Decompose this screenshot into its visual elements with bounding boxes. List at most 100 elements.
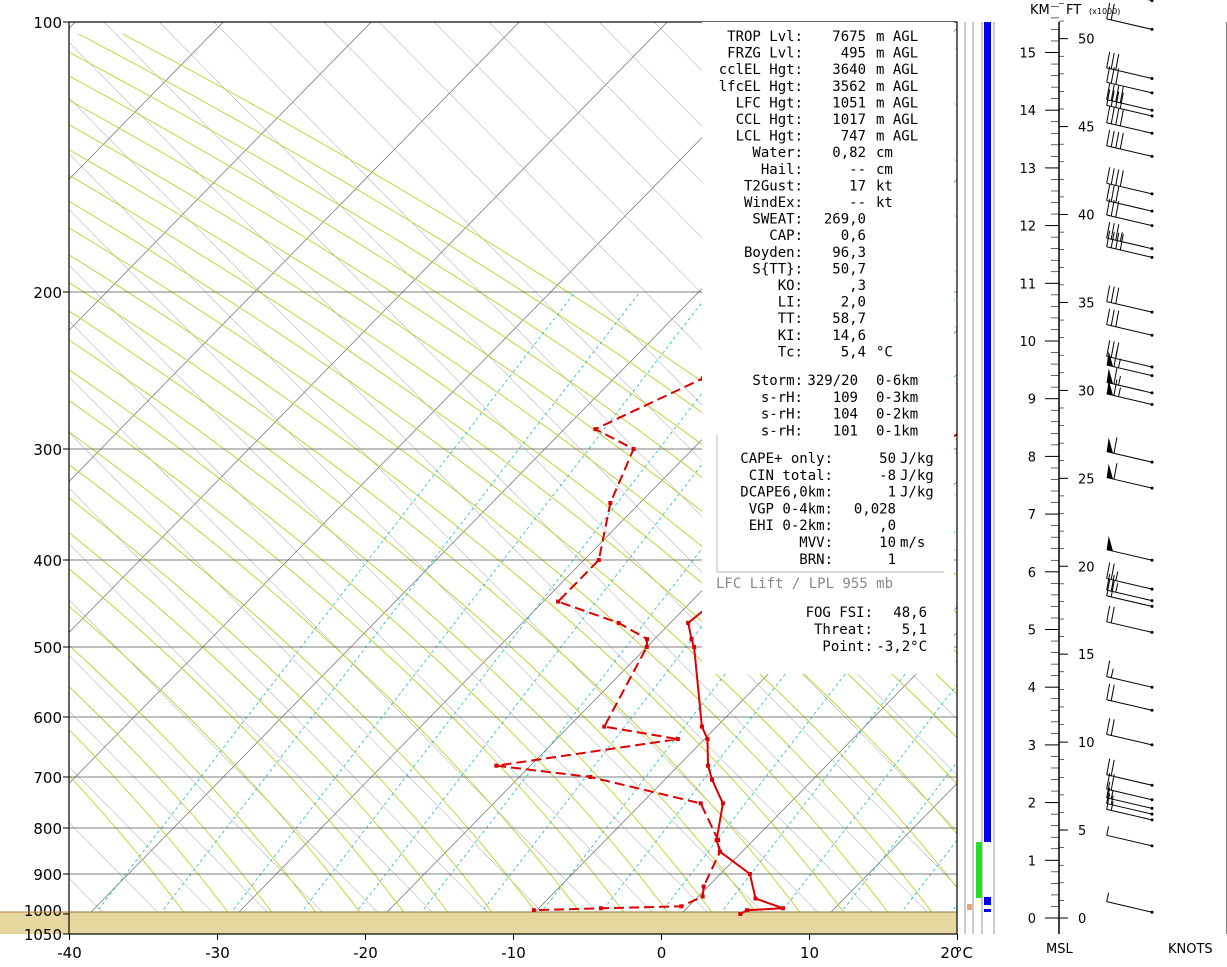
dewpoint-point [701,884,706,889]
wind-barb-full [1115,310,1120,327]
cape-label: BRN: [799,552,833,568]
wind-barb-full [1106,793,1111,810]
index-unit: m AGL [876,129,918,145]
wind-barb-staff [1106,246,1153,258]
ft-tick-label: 20 [1078,560,1095,575]
wind-barb-half [1117,387,1121,397]
index-label: T2Gust: [744,178,803,194]
temperature-profile-line [687,433,957,915]
wind-barb-half [1119,232,1123,242]
wind-barb-full [1115,287,1120,304]
ft-tick-label: 50 [1078,33,1095,48]
msl-label: MSL [1046,942,1073,957]
wind-barb-point [1150,131,1154,135]
km-tick-label: 9 [1028,393,1036,408]
index-label: S{TT}: [752,261,803,277]
index-unit: cm [876,145,893,161]
wind-barb-full [1113,463,1118,480]
pressure-tick-label: 1050 [24,926,62,944]
storm-unit: 0-3km [876,390,918,406]
temperature-point [689,637,694,642]
wind-barb-point [1150,806,1154,810]
dry-adiabat-line [69,153,818,912]
storm-label: s-rH: [761,407,803,423]
fog-value: 5,1 [902,622,927,638]
wind-barb-point [1150,402,1154,406]
pressure-tick-label: 200 [33,284,62,302]
wind-barb-full [1106,106,1111,123]
storm-label: Storm: [752,373,803,389]
temperature-tick-label: 0 [657,944,667,962]
dewpoint-point [494,763,499,768]
index-value: 269,0 [824,212,866,228]
wind-barb-full [1110,309,1115,326]
wind-barb-full [1115,131,1120,148]
wind-barb-point [1150,486,1154,490]
km-tick-label: 12 [1019,220,1036,235]
fog-label: Point: [822,639,873,655]
wind-barb-full [1106,308,1111,325]
wind-barb-point [1150,310,1154,314]
index-label: lfcEL Hgt: [719,79,803,95]
wind-barb-full [1115,186,1120,203]
wind-barb-full [1106,340,1111,357]
dewpoint-point [679,904,684,909]
dry-adiabat-line [69,599,378,912]
wind-barb-full [1110,606,1115,623]
wind-barb-pennant [1106,463,1114,480]
wind-barb-staff [1106,99,1153,111]
wind-barb-full [1113,437,1118,454]
wind-barb-staff [1106,578,1153,590]
wind-barb-staff [1106,104,1153,117]
moist-adiabat-line [69,644,317,912]
km-tick-label: 0 [1028,912,1036,927]
dewpoint-point [588,775,593,779]
ft-tick-label: 0 [1078,912,1086,927]
temperature-point [744,908,749,913]
wind-barb-staff [1106,901,1153,913]
wind-barb-point [1150,76,1154,80]
ft-tick-label: 45 [1078,121,1095,136]
index-value: 17 [849,178,866,194]
height-bars-panel [956,22,995,934]
index-label: LCL Hgt: [736,129,803,145]
pressure-tick-label: 400 [33,552,62,570]
wind-barb-full [1115,108,1120,125]
wind-barb-full [1115,85,1120,102]
pressure-tick-label: 500 [33,639,62,657]
height-axis: KM FT (x1000) MSL KNOTS 0123456789101112… [1019,0,1227,957]
wind-barb-staff [1106,788,1153,801]
wind-barb-full [1119,109,1124,126]
wind-barb-point [1150,812,1154,816]
ft-tick-label: 30 [1078,384,1095,399]
fog-value: -3,2°C [876,639,927,655]
moist-adiabat-line [69,497,493,912]
wind-barb-half [1110,801,1114,811]
cape-label: EHI 0-2km: [749,518,833,534]
mixing-ratio-line [300,291,781,912]
wind-barb-full [1106,51,1111,68]
wind-barb-point [1150,209,1154,213]
wind-barb-staff [1106,18,1153,30]
wind-barb-point [1150,333,1154,337]
dry-adiabat-line [69,209,763,912]
wind-barb-full [1110,580,1115,598]
wind-barb-point [1150,587,1154,591]
wind-barb-full [1119,86,1124,103]
index-label: CAP: [769,228,803,244]
wind-barb-full [1106,2,1111,19]
wind-barb-staff [1106,477,1153,489]
wind-barb-full [1113,367,1118,385]
wind-barb-point [1150,599,1154,603]
storm-unit: 0-2km [876,407,918,423]
wind-barb-point [1150,247,1154,251]
storm-value: 101 [833,423,858,439]
pressure-axis: 100 200 300 400 500 600 700 800 900 1000 1050 [0,14,69,944]
temperature-tick-label: -20 [353,944,378,962]
wind-barb-staff [1106,67,1153,79]
storm-value: 329/20 [807,373,858,389]
wind-barb-full [1106,562,1111,579]
km-tick-label: 10 [1019,335,1036,350]
wind-barb-full [1106,184,1111,201]
wind-barb-full [1110,168,1115,185]
